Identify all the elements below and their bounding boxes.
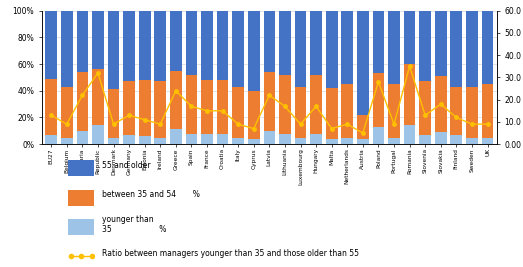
- Bar: [123, 135, 135, 144]
- Bar: [450, 11, 462, 87]
- Bar: [123, 81, 135, 135]
- Bar: [232, 87, 244, 138]
- Bar: [139, 11, 151, 80]
- Bar: [450, 135, 462, 144]
- Bar: [482, 84, 493, 138]
- Bar: [123, 11, 135, 81]
- Bar: [404, 125, 415, 144]
- Bar: [466, 87, 478, 138]
- Bar: [279, 75, 291, 134]
- Bar: [482, 11, 493, 84]
- Bar: [294, 138, 306, 144]
- Bar: [170, 129, 181, 144]
- Bar: [310, 11, 322, 75]
- Bar: [264, 131, 275, 144]
- Bar: [248, 91, 259, 139]
- Bar: [108, 138, 119, 144]
- Bar: [232, 138, 244, 144]
- Bar: [108, 89, 119, 138]
- Bar: [139, 80, 151, 136]
- Bar: [201, 80, 213, 134]
- Bar: [419, 81, 431, 135]
- Bar: [154, 81, 166, 138]
- Bar: [186, 134, 197, 144]
- Bar: [435, 132, 447, 144]
- Bar: [435, 11, 447, 76]
- Bar: [139, 136, 151, 144]
- Bar: [372, 11, 384, 73]
- Bar: [404, 11, 415, 64]
- Bar: [46, 135, 57, 144]
- Bar: [61, 87, 73, 138]
- Bar: [61, 11, 73, 87]
- Bar: [264, 72, 275, 131]
- Bar: [217, 11, 229, 80]
- Bar: [279, 134, 291, 144]
- Bar: [92, 125, 104, 144]
- Bar: [201, 134, 213, 144]
- Bar: [186, 75, 197, 134]
- Bar: [170, 71, 181, 129]
- Bar: [450, 87, 462, 135]
- Bar: [326, 139, 337, 144]
- Bar: [404, 64, 415, 125]
- Bar: [357, 11, 369, 115]
- Bar: [154, 138, 166, 144]
- Bar: [372, 127, 384, 144]
- Bar: [310, 134, 322, 144]
- Bar: [372, 73, 384, 127]
- Bar: [294, 11, 306, 87]
- Bar: [248, 11, 259, 91]
- Bar: [419, 135, 431, 144]
- Bar: [342, 84, 353, 138]
- Bar: [92, 11, 104, 69]
- Bar: [154, 11, 166, 81]
- Bar: [92, 69, 104, 125]
- Bar: [46, 79, 57, 135]
- Bar: [419, 11, 431, 81]
- Bar: [201, 11, 213, 80]
- Bar: [232, 11, 244, 87]
- Bar: [217, 80, 229, 134]
- Bar: [357, 115, 369, 139]
- Bar: [108, 11, 119, 89]
- Bar: [76, 72, 88, 131]
- Text: younger than
35                    %: younger than 35 %: [102, 215, 166, 234]
- Bar: [482, 138, 493, 144]
- Bar: [435, 76, 447, 132]
- Bar: [388, 11, 400, 84]
- Bar: [46, 11, 57, 79]
- Text: between 35 and 54       %: between 35 and 54 %: [102, 190, 200, 199]
- Bar: [466, 138, 478, 144]
- Bar: [248, 139, 259, 144]
- Bar: [466, 11, 478, 87]
- Bar: [170, 11, 181, 71]
- Bar: [357, 139, 369, 144]
- Bar: [76, 131, 88, 144]
- Bar: [61, 138, 73, 144]
- Bar: [342, 11, 353, 84]
- Bar: [264, 11, 275, 72]
- Text: Ratio between managers younger than 35 and those older than 55: Ratio between managers younger than 35 a…: [102, 249, 359, 258]
- Bar: [388, 138, 400, 144]
- Bar: [279, 11, 291, 75]
- Bar: [388, 84, 400, 138]
- Bar: [294, 87, 306, 138]
- Bar: [310, 75, 322, 134]
- Bar: [76, 11, 88, 72]
- Text: 55 and older: 55 and older: [102, 161, 151, 170]
- Bar: [342, 138, 353, 144]
- Bar: [217, 134, 229, 144]
- Bar: [186, 11, 197, 75]
- Bar: [326, 88, 337, 139]
- Bar: [326, 11, 337, 88]
